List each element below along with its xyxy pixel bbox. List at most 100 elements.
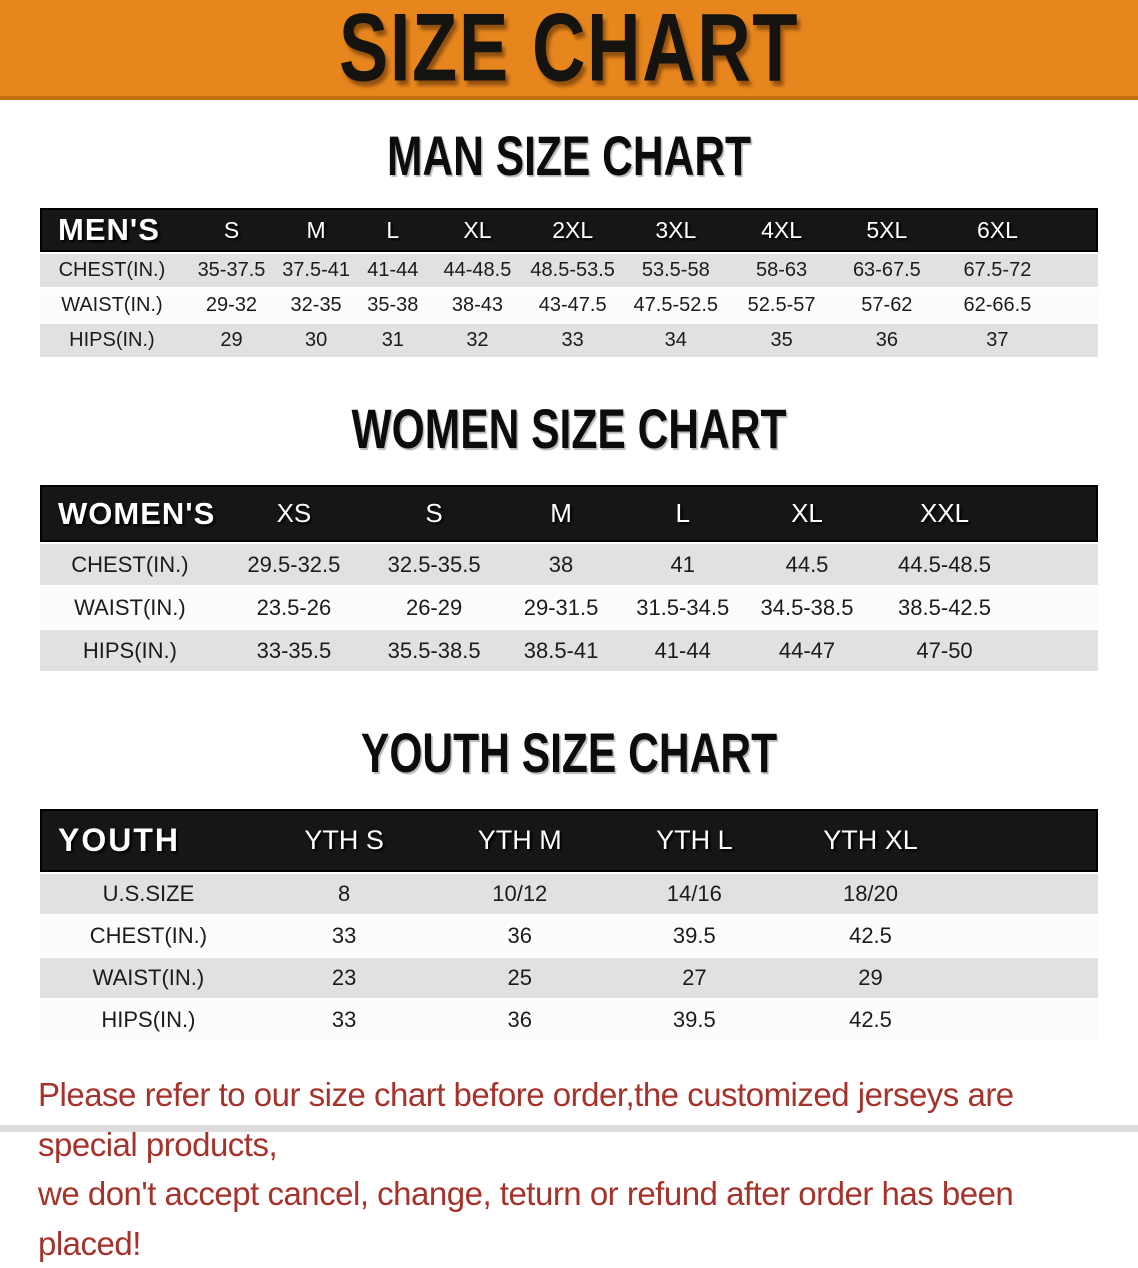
row-label-cell: HIPS(IN.) (40, 630, 220, 671)
value-cell: 35.5-38.5 (367, 630, 501, 671)
value-cell: 26-29 (367, 587, 501, 628)
table-row: CHEST(IN.) 35-37.5 37.5-41 41-44 44-48.5 48.5… (40, 254, 1098, 287)
page-title: SIZE CHART (338, 0, 800, 102)
size-header-cell: 2XL (522, 208, 623, 252)
size-header-cell: XXL (870, 485, 1019, 542)
table-row: HIPS(IN.) 33 36 39.5 42.5 (40, 1000, 1098, 1040)
value-cell: 33-35.5 (219, 630, 368, 671)
value-cell: 38.5-42.5 (870, 587, 1019, 628)
size-header-cell: S (367, 485, 501, 542)
value-cell: 35-37.5 (183, 254, 280, 287)
value-cell (1018, 587, 1098, 628)
size-header-cell: 3XL (622, 208, 729, 252)
value-cell: 42.5 (780, 916, 961, 956)
size-header-cell: XS (219, 485, 368, 542)
table-row: WAIST(IN.) 29-32 32-35 35-38 38-43 43-47.5 47.… (40, 289, 1098, 322)
men-section: MAN SIZE CHART MEN'S S M L XL 2XL 3XL 4XL 5XL 6XL… (0, 128, 1138, 359)
row-label-cell: U.S.SIZE (40, 874, 257, 914)
size-header-cell: YTH L (608, 809, 781, 872)
size-header-cell: 4XL (728, 208, 835, 252)
youth-section-heading: YOUTH SIZE CHART (360, 721, 778, 784)
value-cell: 41-44 (353, 254, 433, 287)
value-cell: 35 (728, 324, 835, 357)
value-cell: 38.5-41 (500, 630, 622, 671)
value-cell: 43-47.5 (522, 289, 623, 322)
value-cell: 37 (939, 324, 1056, 357)
table-row: CHEST(IN.) 33 36 39.5 42.5 (40, 916, 1098, 956)
size-header-cell: M (500, 485, 622, 542)
table-row: HIPS(IN.) 33-35.5 35.5-38.5 38.5-41 41-44 44-… (40, 630, 1098, 671)
table-row: U.S.SIZE 8 10/12 14/16 18/20 (40, 874, 1098, 914)
value-cell: 29 (780, 958, 961, 998)
table-row: WAIST(IN.) 23 25 27 29 (40, 958, 1098, 998)
row-label-cell: WAIST(IN.) (40, 958, 257, 998)
value-cell: 34 (622, 324, 729, 357)
women-section: WOMEN SIZE CHART WOMEN'S XS S M L XL XXL CHEST(… (0, 401, 1138, 673)
value-cell (1055, 324, 1098, 357)
size-header-cell: XL (432, 208, 523, 252)
value-cell: 14/16 (608, 874, 781, 914)
size-header-cell: 5XL (834, 208, 940, 252)
value-cell: 39.5 (608, 1000, 781, 1040)
size-header-cell: YTH XL (780, 809, 961, 872)
value-cell: 25 (431, 958, 609, 998)
value-cell: 53.5-58 (622, 254, 729, 287)
value-cell: 10/12 (431, 874, 609, 914)
value-cell (960, 916, 1098, 956)
table-row: HIPS(IN.) 29 30 31 32 33 34 35 36 37 (40, 324, 1098, 357)
value-cell: 36 (431, 1000, 609, 1040)
men-section-heading: MAN SIZE CHART (386, 124, 752, 187)
value-cell: 44.5-48.5 (870, 544, 1019, 585)
table-title-cell: YOUTH (40, 809, 257, 872)
header-row: MEN'S S M L XL 2XL 3XL 4XL 5XL 6XL (40, 208, 1098, 252)
value-cell: 63-67.5 (834, 254, 940, 287)
value-cell: 34.5-38.5 (743, 587, 871, 628)
value-cell: 36 (431, 916, 609, 956)
women-section-heading: WOMEN SIZE CHART (351, 397, 787, 460)
value-cell: 44-48.5 (432, 254, 523, 287)
value-cell: 23.5-26 (219, 587, 368, 628)
value-cell (1018, 630, 1098, 671)
value-cell: 38 (500, 544, 622, 585)
value-cell: 37.5-41 (279, 254, 354, 287)
value-cell: 47-50 (870, 630, 1019, 671)
men-size-table: MEN'S S M L XL 2XL 3XL 4XL 5XL 6XL CHEST(IN.) 35-37… (40, 206, 1098, 359)
value-cell: 35-38 (353, 289, 433, 322)
size-header-cell: M (279, 208, 354, 252)
value-cell: 38-43 (432, 289, 523, 322)
value-cell (1055, 254, 1098, 287)
value-cell: 47.5-52.5 (622, 289, 729, 322)
header-row: YOUTH YTH S YTH M YTH L YTH XL (40, 809, 1098, 872)
value-cell: 29.5-32.5 (219, 544, 368, 585)
youth-size-table: YOUTH YTH S YTH M YTH L YTH XL U.S.SIZE 8 10/12… (40, 807, 1098, 1042)
value-cell: 23 (256, 958, 432, 998)
disclaimer-line-2: we don't accept cancel, change, teturn o… (38, 1175, 1014, 1262)
size-header-cell: L (621, 485, 744, 542)
value-cell: 33 (522, 324, 623, 357)
value-cell (1055, 289, 1098, 322)
disclaimer-line-1: Please refer to our size chart before or… (38, 1076, 1014, 1163)
table-title-cell: WOMEN'S (40, 485, 220, 542)
value-cell (1018, 544, 1098, 585)
size-header-cell: 6XL (939, 208, 1056, 252)
value-cell: 31.5-34.5 (621, 587, 744, 628)
value-cell: 62-66.5 (939, 289, 1056, 322)
row-label-cell: WAIST(IN.) (40, 587, 220, 628)
value-cell: 67.5-72 (939, 254, 1056, 287)
value-cell: 8 (256, 874, 432, 914)
value-cell: 44.5 (743, 544, 871, 585)
value-cell: 32.5-35.5 (367, 544, 501, 585)
header-row: WOMEN'S XS S M L XL XXL (40, 485, 1098, 542)
value-cell: 29-32 (183, 289, 280, 322)
value-cell: 41-44 (621, 630, 744, 671)
size-header-cell: S (183, 208, 280, 252)
value-cell: 31 (353, 324, 433, 357)
row-label-cell: CHEST(IN.) (40, 254, 184, 287)
value-cell (960, 958, 1098, 998)
row-label-cell: HIPS(IN.) (40, 324, 184, 357)
bottom-strip (0, 1125, 1138, 1132)
value-cell: 18/20 (780, 874, 961, 914)
value-cell: 36 (834, 324, 940, 357)
women-size-table: WOMEN'S XS S M L XL XXL CHEST(IN.) 29.5-32.5 32.5… (40, 483, 1098, 673)
value-cell: 58-63 (728, 254, 835, 287)
